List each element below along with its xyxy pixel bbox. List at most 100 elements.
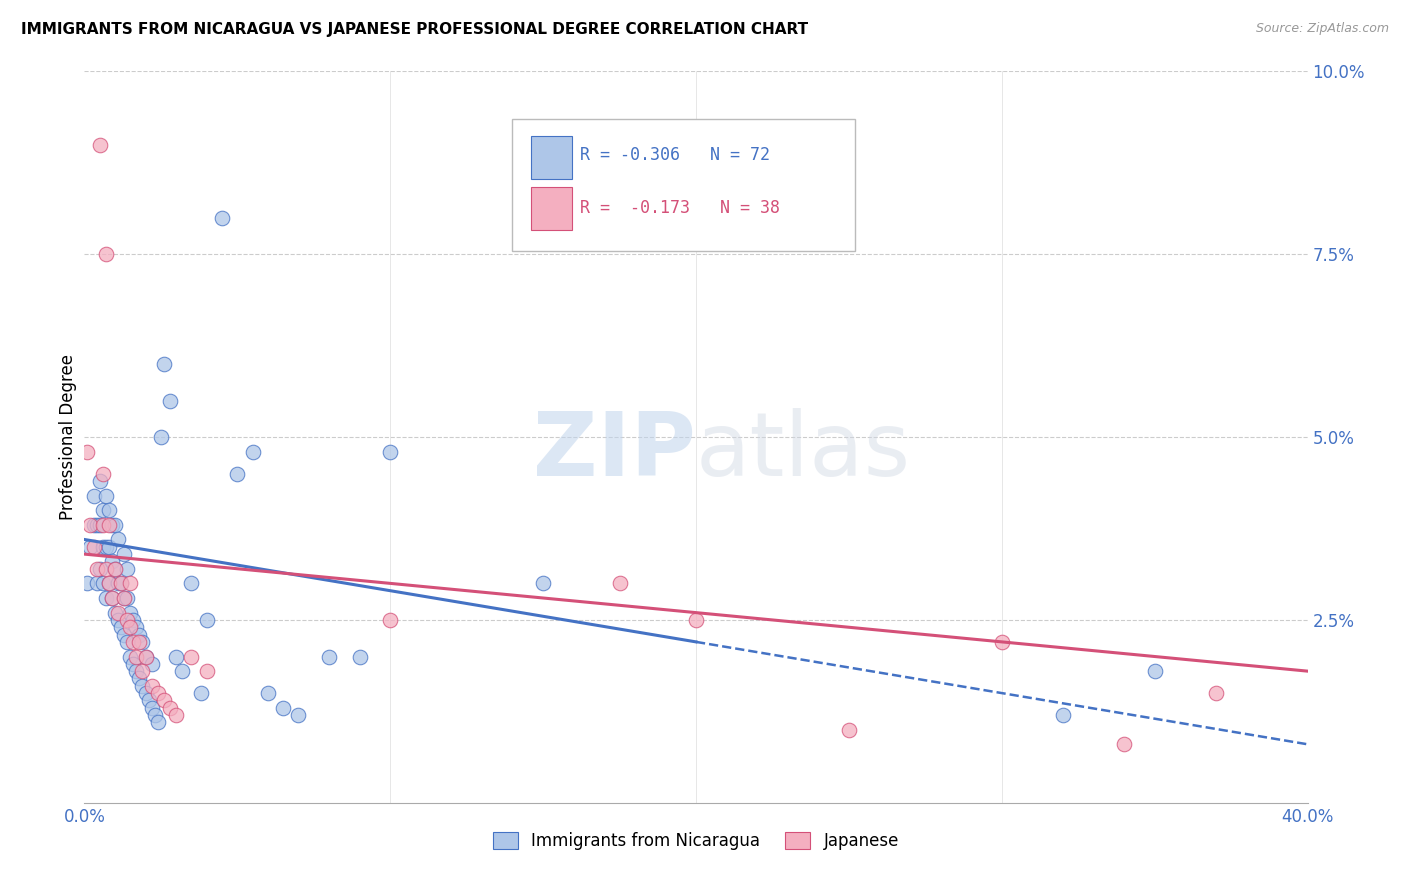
Point: [180, 649, 202, 664]
Point: [86, 517, 108, 532]
Point: [1114, 737, 1136, 751]
Point: [131, 664, 153, 678]
Point: [122, 613, 145, 627]
Point: [112, 627, 135, 641]
Point: [76, 576, 98, 591]
Point: [83, 540, 105, 554]
FancyBboxPatch shape: [531, 187, 572, 230]
Text: atlas: atlas: [696, 409, 911, 495]
Point: [112, 591, 135, 605]
Point: [380, 613, 402, 627]
Point: [172, 664, 194, 678]
Point: [104, 606, 127, 620]
Point: [101, 591, 124, 605]
Point: [128, 635, 150, 649]
Point: [94, 489, 117, 503]
Point: [79, 540, 101, 554]
Point: [125, 649, 148, 664]
Point: [115, 562, 138, 576]
Point: [125, 620, 148, 634]
Point: [120, 620, 142, 634]
Point: [94, 247, 117, 261]
Point: [79, 517, 101, 532]
Point: [165, 708, 187, 723]
Point: [110, 620, 132, 634]
Point: [97, 576, 120, 591]
Point: [89, 137, 111, 152]
FancyBboxPatch shape: [513, 119, 855, 251]
Point: [143, 708, 166, 723]
Point: [991, 635, 1014, 649]
Point: [115, 613, 138, 627]
Point: [120, 576, 142, 591]
Point: [91, 517, 114, 532]
Point: [685, 613, 707, 627]
Point: [112, 547, 135, 561]
Point: [110, 576, 132, 591]
Text: R = -0.306   N = 72: R = -0.306 N = 72: [579, 146, 769, 164]
Point: [141, 700, 163, 714]
Point: [138, 693, 160, 707]
Point: [97, 503, 120, 517]
Text: Source: ZipAtlas.com: Source: ZipAtlas.com: [1256, 22, 1389, 36]
Point: [135, 649, 157, 664]
Point: [128, 627, 150, 641]
Point: [1143, 664, 1166, 678]
Point: [180, 576, 202, 591]
Text: R =  -0.173   N = 38: R = -0.173 N = 38: [579, 199, 780, 217]
Point: [104, 517, 127, 532]
Point: [120, 649, 142, 664]
Point: [76, 444, 98, 458]
Point: [141, 679, 163, 693]
Point: [101, 517, 124, 532]
Point: [146, 715, 169, 730]
Point: [135, 649, 157, 664]
Point: [242, 444, 264, 458]
Point: [128, 672, 150, 686]
Point: [122, 657, 145, 671]
Point: [190, 686, 212, 700]
Point: [531, 576, 554, 591]
Point: [83, 489, 105, 503]
Point: [257, 686, 280, 700]
Point: [146, 686, 169, 700]
Point: [122, 635, 145, 649]
Point: [89, 562, 111, 576]
Y-axis label: Professional Degree: Professional Degree: [59, 354, 77, 520]
Point: [97, 517, 120, 532]
Point: [104, 562, 127, 576]
Point: [94, 562, 117, 576]
Point: [104, 562, 127, 576]
Point: [318, 649, 340, 664]
Point: [349, 649, 371, 664]
Point: [115, 635, 138, 649]
Text: ZIP: ZIP: [533, 409, 696, 495]
Point: [94, 540, 117, 554]
FancyBboxPatch shape: [531, 136, 572, 179]
Point: [195, 664, 218, 678]
Point: [287, 708, 309, 723]
Point: [165, 649, 187, 664]
Point: [89, 474, 111, 488]
Point: [149, 430, 172, 444]
Point: [86, 562, 108, 576]
Point: [101, 554, 124, 568]
Point: [101, 591, 124, 605]
Point: [97, 540, 120, 554]
Point: [135, 686, 157, 700]
Point: [91, 576, 114, 591]
Point: [91, 467, 114, 481]
Point: [1205, 686, 1227, 700]
Point: [226, 467, 249, 481]
Point: [125, 664, 148, 678]
Point: [1052, 708, 1074, 723]
Point: [153, 693, 176, 707]
Point: [83, 517, 105, 532]
Point: [380, 444, 402, 458]
Point: [131, 679, 153, 693]
Point: [115, 591, 138, 605]
Point: [153, 357, 176, 371]
Point: [112, 591, 135, 605]
Text: IMMIGRANTS FROM NICARAGUA VS JAPANESE PROFESSIONAL DEGREE CORRELATION CHART: IMMIGRANTS FROM NICARAGUA VS JAPANESE PR…: [21, 22, 808, 37]
Point: [141, 657, 163, 671]
